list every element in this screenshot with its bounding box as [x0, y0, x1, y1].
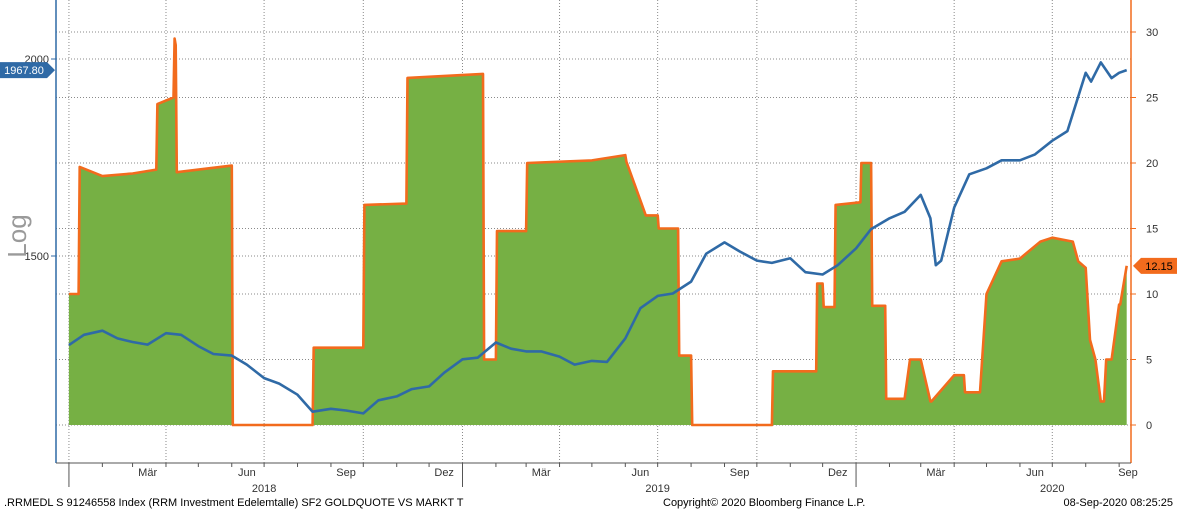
plot-frame [55, 0, 1132, 464]
x-year-label: 2019 [645, 483, 669, 495]
last-value-labels: 1967.80 12.15 [0, 62, 1177, 274]
x-tick-label: Jun [1026, 467, 1044, 479]
x-tick-label: Jun [238, 467, 256, 479]
right-tick-label: 15 [1146, 224, 1158, 236]
right-axis: 0 5 10 15 20 25 30 [1131, 27, 1158, 432]
right-tick-label: 30 [1146, 27, 1158, 39]
x-tick-label: Dez [828, 467, 848, 479]
x-year-label: 2018 [252, 483, 276, 495]
footer-ticker: .RRMEDL S 91246558 Index (RRM Investment… [4, 497, 464, 509]
x-tick-label: Mär [926, 467, 945, 479]
last-value-right: 12.15 [1145, 261, 1173, 273]
x-year-label: 2020 [1040, 483, 1064, 495]
right-tick-label: 0 [1146, 420, 1152, 432]
gold-ratio-area [68, 38, 1127, 425]
x-tick-label: Jun [632, 467, 650, 479]
x-tick-label: Mär [138, 467, 157, 479]
x-tick-label: Dez [434, 467, 454, 479]
x-tick-label: Sep [1118, 467, 1138, 479]
y-axis-label: Log [2, 214, 32, 257]
gold-ratio-line [68, 37, 1128, 427]
right-tick-label: 10 [1146, 289, 1158, 301]
last-value-tag-left [0, 62, 55, 79]
right-tick-label: 5 [1146, 355, 1152, 367]
x-tick-label: Sep [336, 467, 356, 479]
last-value-tag-right [1133, 257, 1177, 274]
right-tick-label: 20 [1146, 158, 1158, 170]
x-tick-label: Sep [730, 467, 750, 479]
index-line [68, 61, 1128, 415]
right-tick-label: 25 [1146, 93, 1158, 105]
left-tick-label: 1500 [25, 251, 49, 263]
x-axis: Mär Jun Sep Dez Mär Jun Sep Dez Mär Jun Sep 2018 201… [68, 463, 1138, 495]
footer-copyright: Copyright© 2020 Bloomberg Finance L.P. [663, 497, 866, 509]
last-value-left: 1967.80 [4, 65, 44, 77]
x-tick-label: Mär [532, 467, 551, 479]
footer-timestamp: 08-Sep-2020 08:25:25 [1063, 497, 1173, 509]
